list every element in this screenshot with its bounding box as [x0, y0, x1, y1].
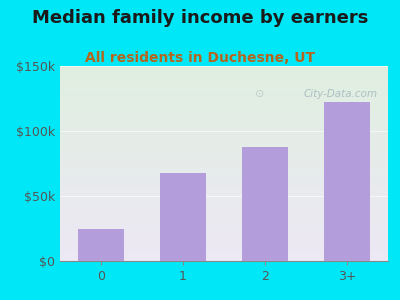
Text: Median family income by earners: Median family income by earners	[32, 9, 368, 27]
Bar	[242, 147, 288, 261]
Text: ⊙: ⊙	[255, 89, 264, 99]
Bar	[324, 102, 370, 261]
Text: City-Data.com: City-Data.com	[304, 89, 378, 99]
Bar	[78, 229, 124, 261]
Text: All residents in Duchesne, UT: All residents in Duchesne, UT	[85, 51, 315, 65]
Bar	[160, 172, 206, 261]
